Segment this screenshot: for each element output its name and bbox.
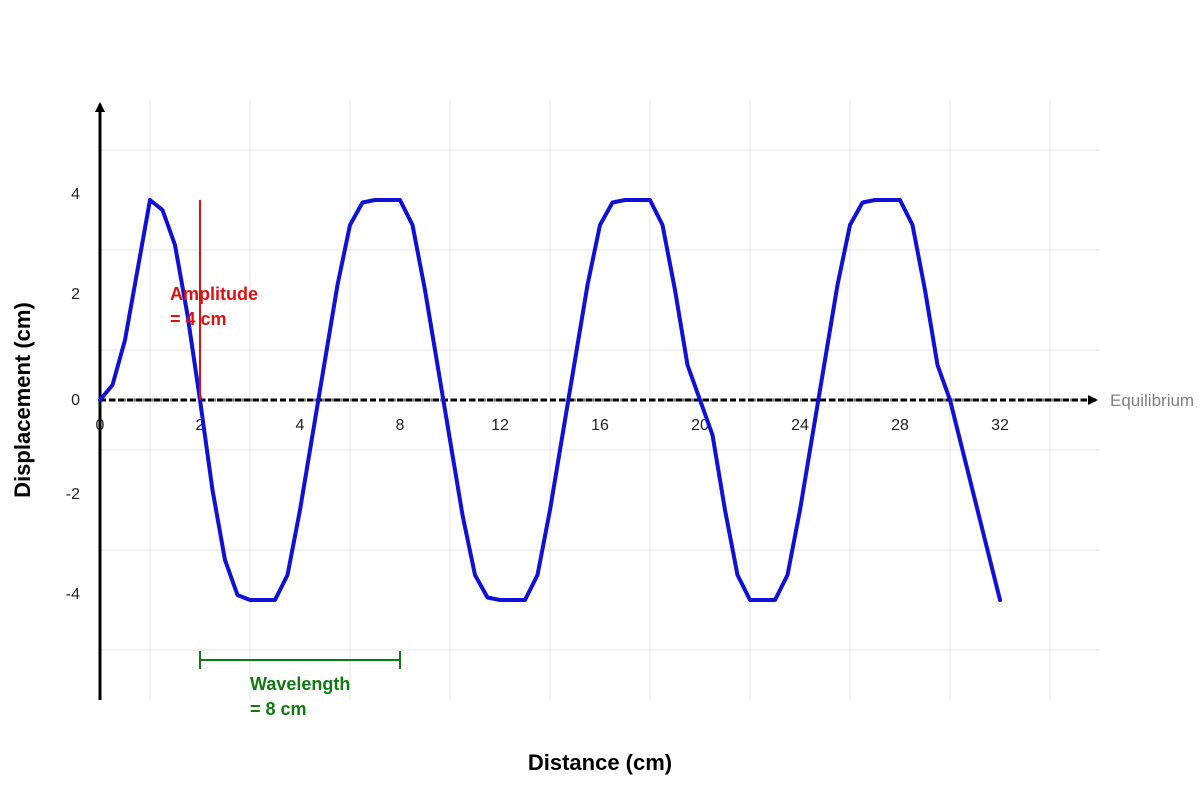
- amplitude-label-line1: Amplitude: [170, 284, 258, 304]
- x-tick-label: 28: [891, 417, 909, 434]
- x-tick-label: 0: [96, 417, 105, 434]
- x-tick-labels: 0 2 4 8 12 16 20 24 28 32: [96, 417, 1009, 434]
- x-axis-title: Distance (cm): [528, 750, 672, 775]
- y-tick-label: -4: [66, 586, 80, 603]
- x-tick-label: 32: [991, 417, 1009, 434]
- x-tick-label: 8: [396, 417, 405, 434]
- y-axis-title: Displacement (cm): [10, 302, 35, 498]
- y-tick-labels: 4 2 0 -2 -4: [66, 186, 80, 603]
- x-tick-label: 24: [791, 417, 809, 434]
- equilibrium-label: Equilibrium: [1110, 391, 1194, 410]
- x-tick-label: 2: [196, 417, 205, 434]
- wavelength-label-line1: Wavelength: [250, 674, 350, 694]
- x-tick-label: 20: [691, 417, 709, 434]
- amplitude-label-line2: = 4 cm: [170, 309, 227, 329]
- y-tick-label: 4: [71, 186, 80, 203]
- x-tick-label: 12: [491, 417, 509, 434]
- wavelength-label-line2: = 8 cm: [250, 699, 307, 719]
- wave-series-line: [98, 198, 1002, 602]
- y-tick-label: 0: [71, 392, 80, 409]
- amplitude-label: Amplitude = 4 cm: [170, 284, 263, 329]
- y-tick-label: -2: [66, 486, 80, 503]
- x-tick-label: 16: [591, 417, 609, 434]
- x-tick-label: 4: [296, 417, 305, 434]
- wavelength-bracket: [199, 651, 401, 669]
- wavelength-label: Wavelength = 8 cm: [250, 674, 355, 719]
- y-tick-label: 2: [71, 286, 80, 303]
